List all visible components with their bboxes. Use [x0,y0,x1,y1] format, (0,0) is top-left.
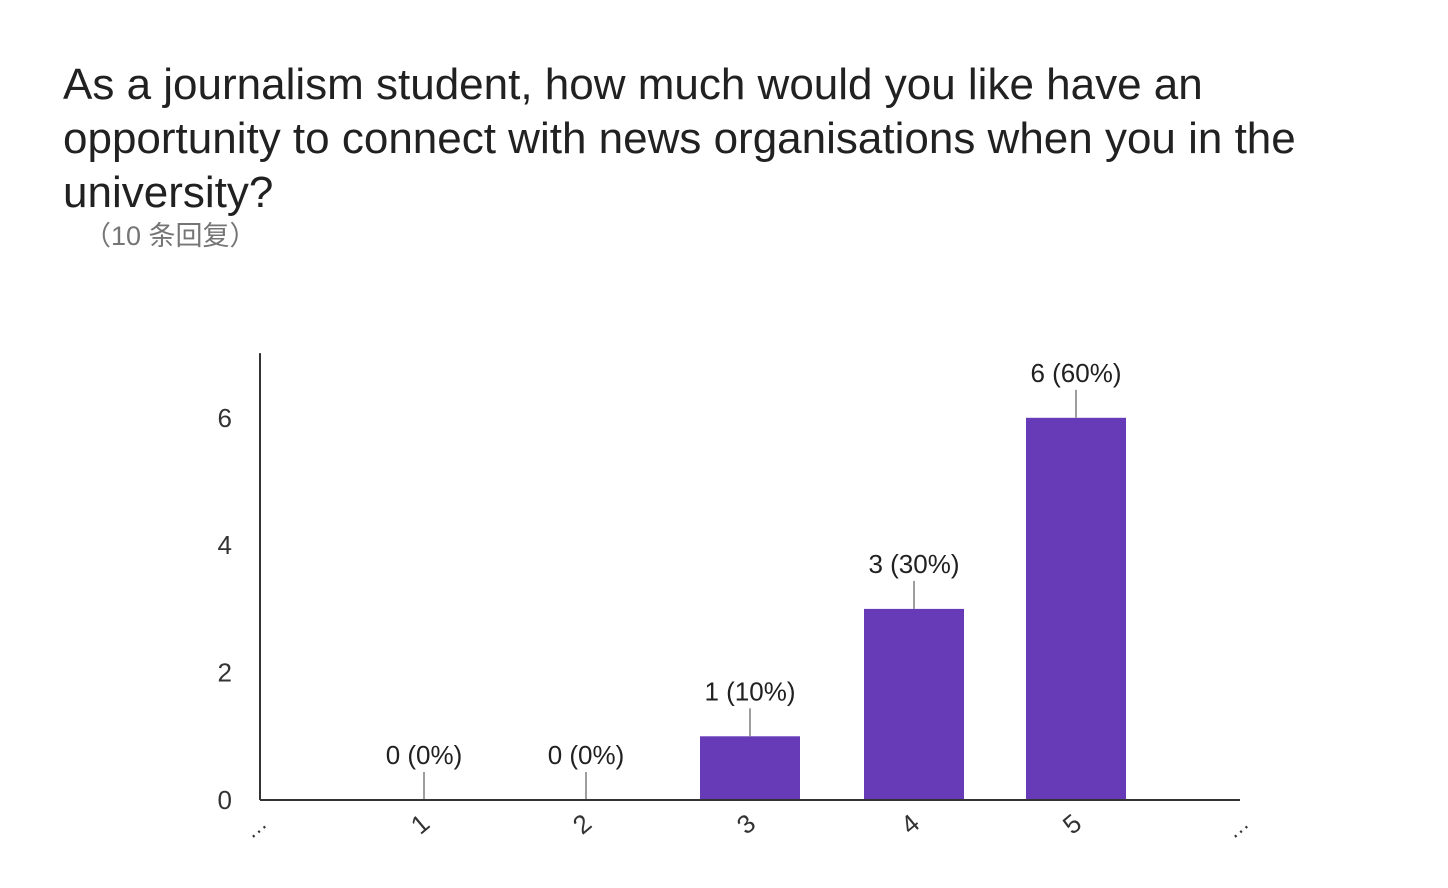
x-tick-label: 2 [567,808,597,840]
x-tick-label: 3 [731,808,761,840]
data-label: 1 (10%) [704,676,795,706]
y-tick-label: 0 [218,785,232,815]
bar [864,609,964,800]
data-label: 0 (0%) [548,740,625,770]
bar [700,736,800,800]
x-tick-label: 4 [895,808,925,840]
x-edge-label: … [1221,810,1254,843]
y-tick-label: 2 [218,658,232,688]
x-tick-label: 5 [1057,808,1087,840]
x-tick-label: 1 [405,808,435,840]
data-label: 3 (30%) [868,549,959,579]
data-label: 6 (60%) [1030,358,1121,388]
y-tick-label: 4 [218,530,232,560]
data-label: 0 (0%) [386,740,463,770]
bar [1026,418,1126,800]
y-tick-label: 6 [218,403,232,433]
x-edge-label: … [239,810,272,843]
